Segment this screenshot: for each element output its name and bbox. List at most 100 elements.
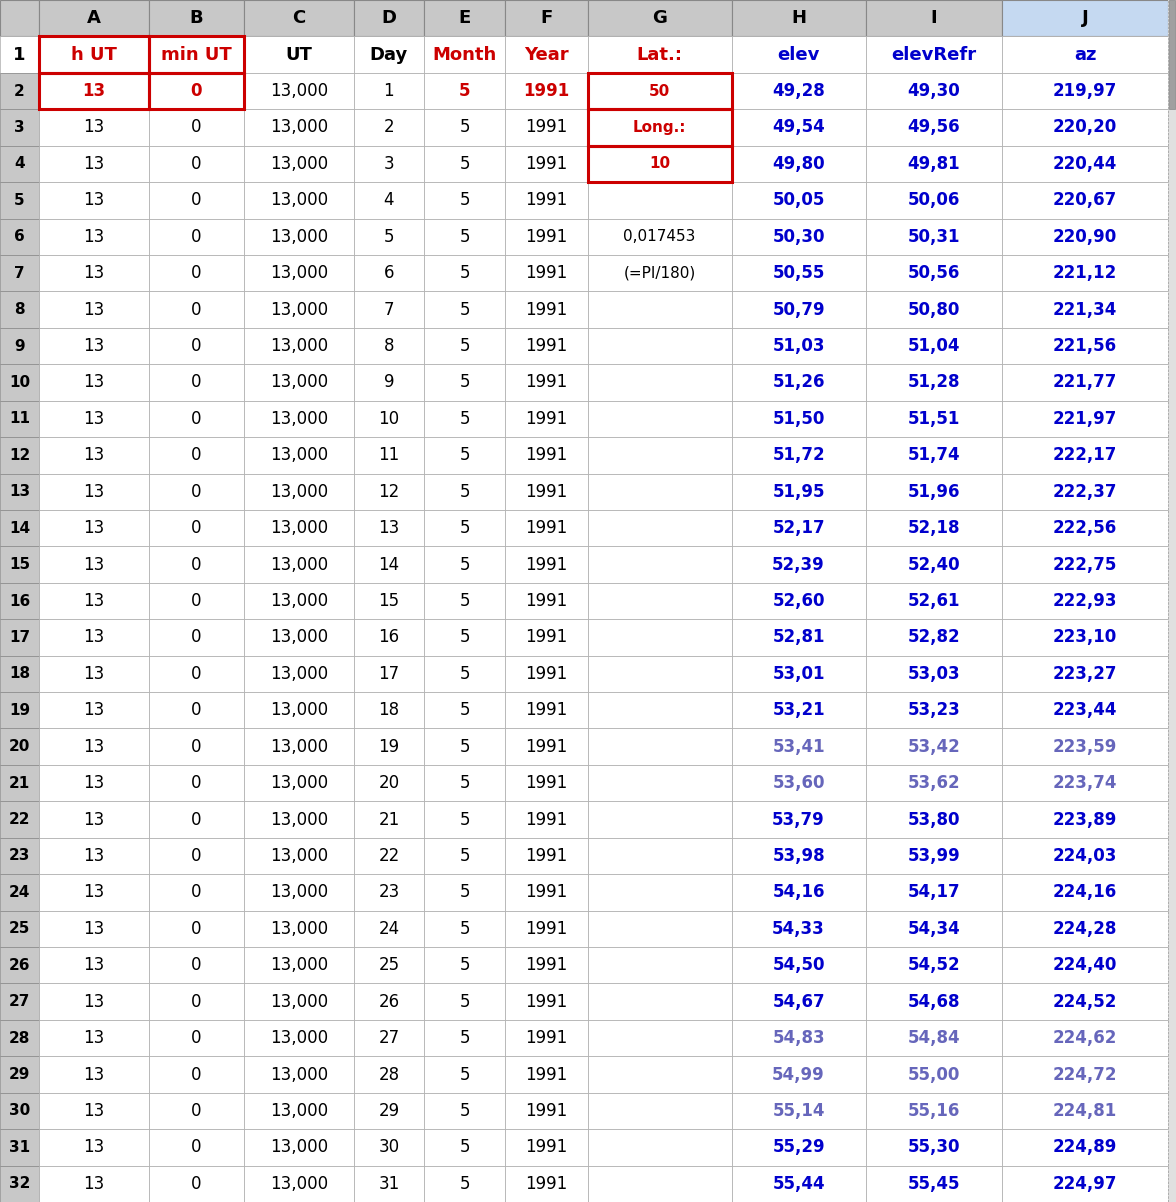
Text: 13: 13 [82, 82, 106, 100]
Text: 54,50: 54,50 [773, 957, 824, 975]
Text: 13: 13 [83, 1174, 105, 1192]
Text: 49,30: 49,30 [908, 82, 961, 100]
Bar [39, 255, 148, 291]
Bar [425, 764, 505, 802]
Text: 223,89: 223,89 [1053, 810, 1117, 828]
Text: 16: 16 [379, 629, 400, 647]
Text: 0: 0 [191, 374, 201, 392]
Bar [731, 838, 866, 874]
Text: 5: 5 [460, 227, 469, 245]
Text: 13,000: 13,000 [269, 155, 328, 173]
Text: 13: 13 [83, 774, 105, 792]
Text: 13: 13 [83, 1102, 105, 1120]
Bar [1002, 73, 1168, 109]
Text: 12: 12 [9, 448, 31, 463]
Bar [505, 1019, 588, 1057]
Bar [588, 1019, 731, 1057]
Text: 220,90: 220,90 [1053, 227, 1117, 245]
Text: 13: 13 [83, 920, 105, 938]
Bar [1168, 764, 1176, 802]
Bar [0, 219, 39, 255]
Text: 53,01: 53,01 [773, 665, 824, 683]
Text: 13: 13 [83, 810, 105, 828]
Text: 0: 0 [191, 191, 201, 209]
Text: 1991: 1991 [524, 701, 567, 719]
Bar [1168, 547, 1176, 583]
Bar [505, 438, 588, 474]
Bar [148, 874, 243, 911]
Bar [866, 947, 1002, 983]
Bar [866, 692, 1002, 728]
Bar [588, 438, 731, 474]
Bar [39, 838, 148, 874]
Bar [39, 1093, 148, 1129]
Bar [148, 655, 243, 692]
Bar [425, 510, 505, 547]
Bar [1169, 0, 1175, 109]
Text: Day: Day [369, 46, 408, 64]
Text: 221,34: 221,34 [1053, 300, 1117, 319]
Bar [1168, 1093, 1176, 1129]
Text: 13,000: 13,000 [269, 1138, 328, 1156]
Bar [243, 109, 354, 145]
Text: 0: 0 [191, 119, 201, 137]
Text: 0: 0 [191, 774, 201, 792]
Bar [731, 874, 866, 911]
Bar [731, 109, 866, 145]
Text: 221,97: 221,97 [1053, 410, 1117, 428]
Bar [1002, 728, 1168, 764]
Bar [148, 0, 243, 36]
Text: 13: 13 [83, 300, 105, 319]
Text: 13: 13 [83, 993, 105, 1011]
Bar [0, 0, 39, 36]
Text: 23: 23 [379, 883, 400, 902]
Text: 52,40: 52,40 [908, 555, 961, 573]
Bar [354, 1057, 425, 1093]
Bar [0, 1166, 39, 1202]
Text: 1991: 1991 [523, 82, 569, 100]
Text: 5: 5 [460, 593, 469, 609]
Bar [588, 911, 731, 947]
Bar [0, 1129, 39, 1166]
Bar [1168, 655, 1176, 692]
Text: 220,20: 220,20 [1053, 119, 1117, 137]
Bar [505, 1057, 588, 1093]
Bar [354, 655, 425, 692]
Bar [1168, 36, 1176, 73]
Bar [243, 73, 354, 109]
Bar [243, 328, 354, 364]
Bar [425, 802, 505, 838]
Text: 53,80: 53,80 [908, 810, 960, 828]
Bar [243, 802, 354, 838]
Bar [588, 0, 731, 36]
Text: 222,75: 222,75 [1053, 555, 1117, 573]
Text: 5: 5 [460, 993, 469, 1011]
Text: 54,83: 54,83 [773, 1029, 824, 1047]
Bar [588, 802, 731, 838]
Text: 13,000: 13,000 [269, 1029, 328, 1047]
Text: 1991: 1991 [524, 957, 567, 975]
Bar [1168, 1057, 1176, 1093]
Text: 50,06: 50,06 [908, 191, 960, 209]
Text: 29: 29 [8, 1067, 31, 1082]
Text: 0: 0 [191, 555, 201, 573]
Text: 1991: 1991 [524, 920, 567, 938]
Text: Year: Year [523, 46, 568, 64]
Bar [731, 983, 866, 1019]
Text: 55,44: 55,44 [773, 1174, 824, 1192]
Bar [39, 36, 148, 73]
Bar [243, 692, 354, 728]
Text: 1991: 1991 [524, 1174, 567, 1192]
Bar [0, 510, 39, 547]
Bar [588, 838, 731, 874]
Bar [39, 145, 148, 183]
Bar [731, 802, 866, 838]
Bar [425, 692, 505, 728]
Text: 1991: 1991 [524, 191, 567, 209]
Bar [354, 874, 425, 911]
Bar [0, 802, 39, 838]
Text: 53,60: 53,60 [773, 774, 824, 792]
Bar [243, 1057, 354, 1093]
Bar [39, 1129, 148, 1166]
Bar [1168, 619, 1176, 655]
